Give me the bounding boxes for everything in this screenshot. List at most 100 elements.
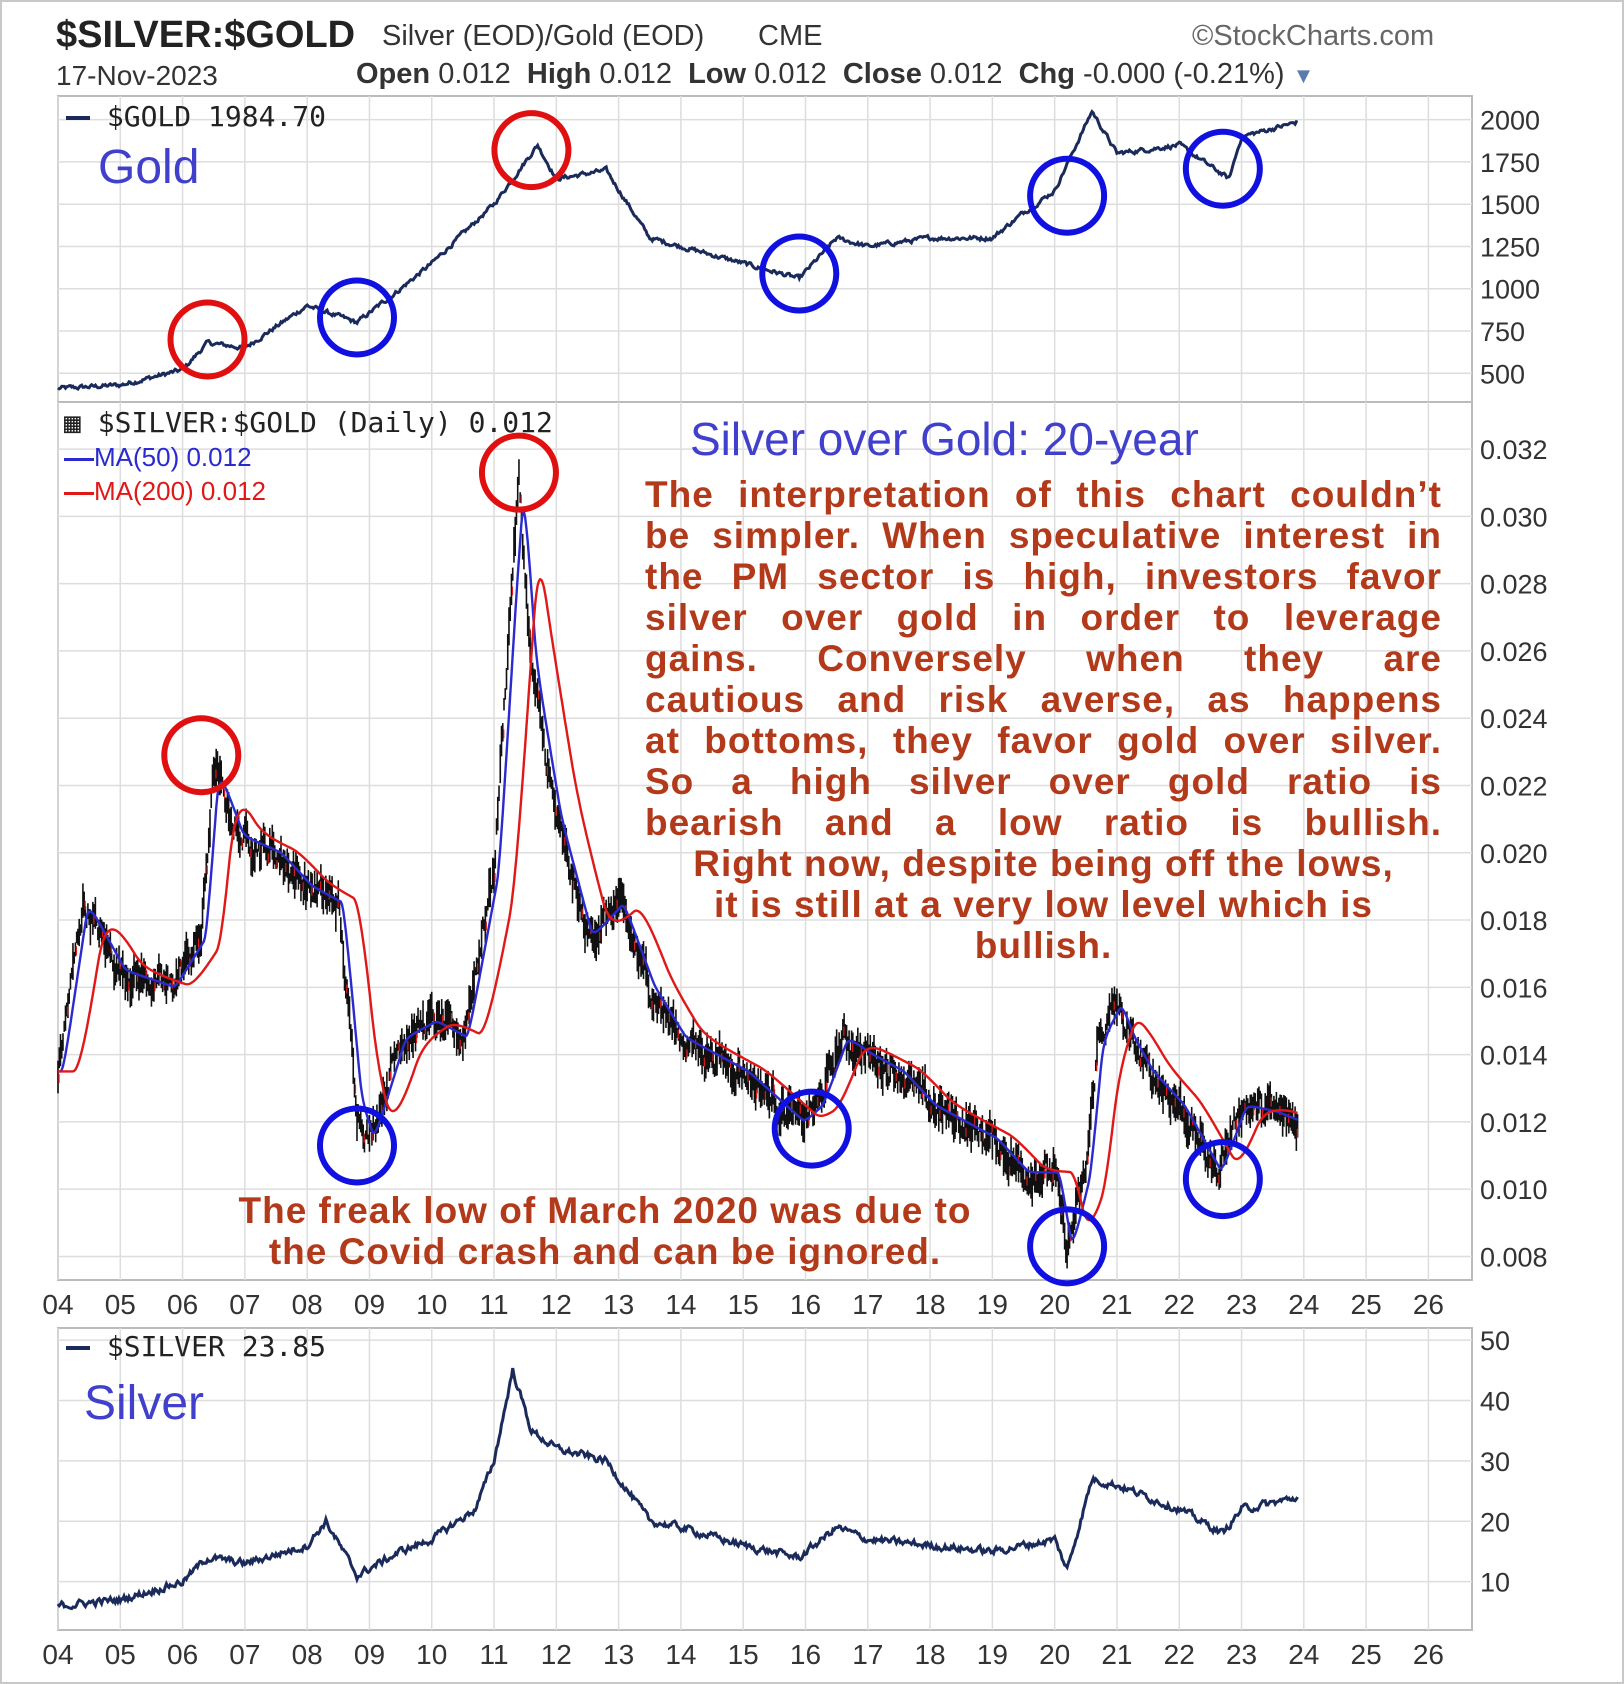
y-tick-label: 0.032 bbox=[1480, 435, 1548, 465]
gold-panel-title: Gold bbox=[98, 141, 200, 194]
close-label: Close bbox=[842, 58, 922, 90]
x-tick-label: 23 bbox=[1226, 1289, 1257, 1320]
silver-panel-group: 10 20 30 40 50 04 05 06 07 08 09 10 11 12 13 14 15 16 17 18… bbox=[42, 1326, 1510, 1670]
chevron-down-icon[interactable]: ▼ bbox=[1292, 63, 1315, 88]
y-tick-label: 2000 bbox=[1480, 106, 1540, 136]
gold-price-line bbox=[57, 109, 1299, 391]
x-tick-label: 23 bbox=[1226, 1639, 1257, 1670]
ma50-legend: MA(50) 0.012 bbox=[64, 442, 252, 473]
x-tick-label: 11 bbox=[479, 1289, 508, 1320]
y-tick-label: 40 bbox=[1480, 1386, 1510, 1416]
x-tick-label: 10 bbox=[416, 1639, 447, 1670]
ma50-line bbox=[58, 509, 1299, 1241]
commentary-line: silver over gold in order to leverage bbox=[645, 597, 1442, 638]
ma50-swatch bbox=[64, 457, 94, 461]
y-tick-label: 500 bbox=[1480, 359, 1525, 389]
ratio-panel-group: 0.008 0.010 0.012 0.014 0.016 0.018 0.020 0.022… bbox=[42, 401, 1548, 1320]
gold-panel-group: 500 750 1000 1250 1500 1750 2000 bbox=[57, 95, 1540, 403]
open-label: Open bbox=[356, 58, 431, 90]
x-tick-label: 04 bbox=[42, 1289, 73, 1320]
commentary-line: gains. Conversely when they are bbox=[645, 638, 1442, 679]
chart-symbol: $SILVER:$GOLD bbox=[56, 14, 356, 56]
x-tick-label: 06 bbox=[167, 1639, 198, 1670]
x-tick-label: 14 bbox=[665, 1289, 696, 1320]
silver-panel-plot-area bbox=[57, 1327, 1473, 1631]
y-tick-label: 1750 bbox=[1480, 148, 1540, 178]
bottom-marker-circle bbox=[771, 1088, 852, 1169]
y-tick-label: 0.030 bbox=[1480, 502, 1548, 532]
y-tick-label: 0.016 bbox=[1480, 973, 1548, 1003]
x-tick-label: 25 bbox=[1351, 1639, 1382, 1670]
bottom-marker-circle bbox=[316, 1105, 397, 1186]
silver-panel-title: Silver bbox=[84, 1377, 205, 1430]
chart-date: 17-Nov-2023 bbox=[56, 60, 218, 91]
y-tick-label: 0.014 bbox=[1480, 1041, 1548, 1071]
x-tick-label: 16 bbox=[790, 1639, 821, 1670]
y-tick-label: 1250 bbox=[1480, 232, 1540, 262]
x-tick-label: 05 bbox=[105, 1289, 136, 1320]
x-tick-label: 18 bbox=[914, 1289, 945, 1320]
bottom-marker-circle bbox=[1027, 1206, 1108, 1287]
ma200-legend: MA(200) 0.012 bbox=[64, 476, 266, 507]
x-tick-label: 20 bbox=[1039, 1289, 1070, 1320]
x-tick-label: 04 bbox=[42, 1639, 73, 1670]
x-tick-label: 12 bbox=[541, 1639, 572, 1670]
y-tick-label: 30 bbox=[1480, 1447, 1510, 1477]
y-tick-label: 1000 bbox=[1480, 275, 1540, 305]
commentary-line: Right now, despite being off the lows, bbox=[693, 843, 1394, 884]
y-tick-label: 0.024 bbox=[1480, 704, 1548, 734]
x-tick-label: 19 bbox=[977, 1639, 1008, 1670]
ma200-swatch bbox=[64, 491, 94, 495]
bottom-marker-circle bbox=[759, 233, 840, 314]
x-tick-label: 17 bbox=[852, 1289, 883, 1320]
x-tick-label: 21 bbox=[1101, 1289, 1132, 1320]
ohlc-bar: Open 0.012 High 0.012 Low 0.012 Close 0.… bbox=[356, 58, 1314, 91]
commentary-line: the PM sector is high, investors favor bbox=[645, 556, 1442, 597]
footnote-line: the Covid crash and can be ignored. bbox=[268, 1231, 942, 1272]
x-tick-label: 22 bbox=[1164, 1639, 1195, 1670]
x-tick-label: 09 bbox=[354, 1639, 385, 1670]
x-tick-label: 15 bbox=[728, 1639, 759, 1670]
high-label: High bbox=[526, 58, 592, 90]
bottom-marker-circle bbox=[316, 277, 397, 358]
ma50-legend-text: MA(50) 0.012 bbox=[94, 442, 252, 472]
bottom-marker-circle bbox=[1182, 1139, 1263, 1220]
x-tick-label: 26 bbox=[1413, 1289, 1444, 1320]
high-value: 0.012 bbox=[599, 58, 672, 90]
commentary-block: The interpretation of this chart couldn’… bbox=[645, 474, 1442, 966]
commentary-line: it is still at a very low level which is bbox=[714, 884, 1373, 925]
silver-legend-swatch bbox=[66, 1346, 90, 1350]
y-tick-label: 0.026 bbox=[1480, 637, 1548, 667]
commentary-line: bullish. bbox=[974, 925, 1113, 966]
x-tick-label: 06 bbox=[167, 1289, 198, 1320]
x-tick-label: 11 bbox=[479, 1639, 508, 1670]
x-tick-label: 12 bbox=[541, 1289, 572, 1320]
x-tick-label: 19 bbox=[977, 1289, 1008, 1320]
y-tick-label: 750 bbox=[1480, 317, 1525, 347]
silver-legend-text: $SILVER 23.85 bbox=[106, 1330, 327, 1363]
y-tick-label: 10 bbox=[1480, 1568, 1510, 1598]
chart-description: Silver (EOD)/Gold (EOD) bbox=[382, 20, 705, 52]
commentary-line: at bottoms, they favor gold over silver. bbox=[645, 720, 1442, 761]
x-tick-label: 10 bbox=[416, 1289, 447, 1320]
y-tick-label: 0.018 bbox=[1480, 906, 1548, 936]
gold-legend: $GOLD 1984.70 bbox=[66, 100, 326, 133]
x-tick-label: 26 bbox=[1413, 1639, 1444, 1670]
y-tick-label: 0.020 bbox=[1480, 839, 1548, 869]
x-tick-label: 13 bbox=[603, 1289, 634, 1320]
ratio-panel-title: Silver over Gold: 20-year bbox=[690, 413, 1199, 465]
x-tick-label: 20 bbox=[1039, 1639, 1070, 1670]
ma200-legend-text: MA(200) 0.012 bbox=[94, 476, 266, 506]
commentary-line: cautious and risk averse, as happens bbox=[645, 679, 1442, 720]
y-tick-label: 0.022 bbox=[1480, 771, 1548, 801]
x-tick-label: 18 bbox=[914, 1639, 945, 1670]
x-tick-label: 13 bbox=[603, 1639, 634, 1670]
footnote-block: The freak low of March 2020 was due to t… bbox=[210, 1190, 1000, 1272]
x-tick-label: 07 bbox=[229, 1289, 260, 1320]
y-tick-label: 1500 bbox=[1480, 190, 1540, 220]
gold-legend-text: $GOLD 1984.70 bbox=[106, 100, 327, 133]
x-tick-label: 08 bbox=[292, 1289, 323, 1320]
chg-value: -0.000 (-0.21%) bbox=[1083, 58, 1285, 90]
footnote-line: The freak low of March 2020 was due to bbox=[238, 1190, 972, 1231]
